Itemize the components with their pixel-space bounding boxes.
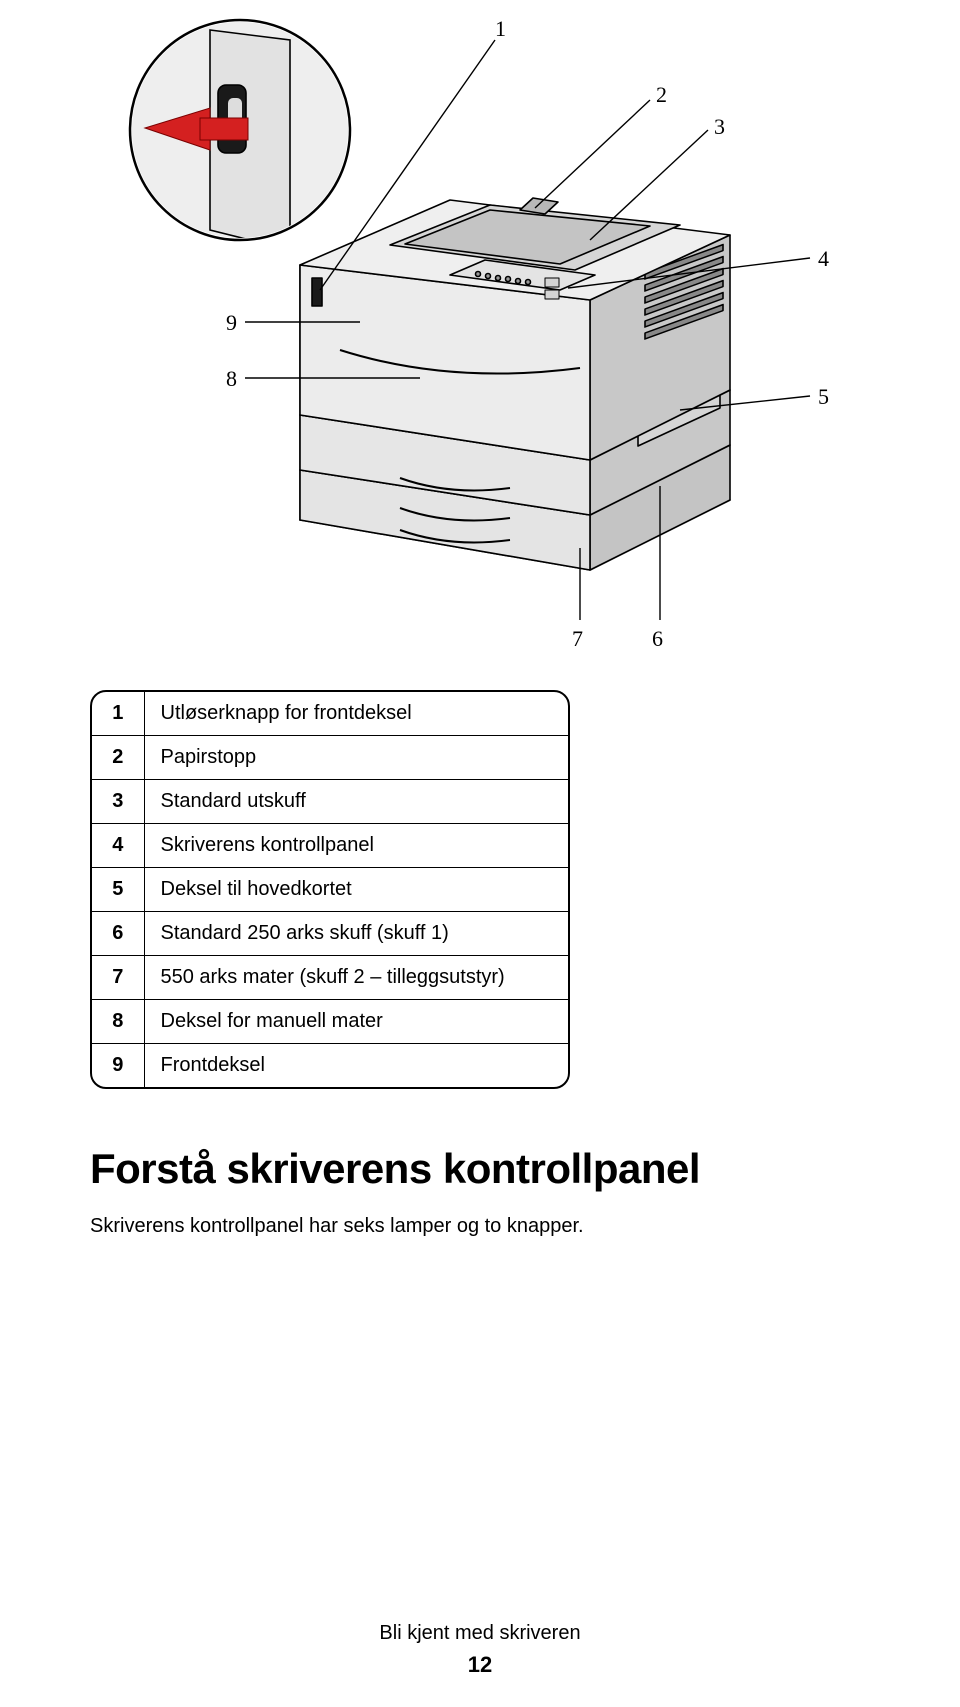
- table-row: 5Deksel til hovedkortet: [92, 868, 568, 912]
- section-heading: Forstå skriverens kontrollpanel: [90, 1145, 870, 1193]
- table-row: 9Frontdeksel: [92, 1044, 568, 1088]
- footer-section: Bli kjent med skriveren: [0, 1618, 960, 1648]
- row-label: Deksel for manuell mater: [144, 1000, 568, 1044]
- table-row: 1Utløserknapp for frontdeksel: [92, 692, 568, 736]
- section-paragraph: Skriverens kontrollpanel har seks lamper…: [90, 1215, 870, 1238]
- callout-3: 3: [714, 114, 725, 140]
- row-label: Skriverens kontrollpanel: [144, 824, 568, 868]
- callout-5: 5: [818, 384, 829, 410]
- table-row: 2Papirstopp: [92, 736, 568, 780]
- callout-6: 6: [652, 626, 663, 652]
- row-num: 6: [92, 912, 144, 956]
- table-row: 6Standard 250 arks skuff (skuff 1): [92, 912, 568, 956]
- footer-page-number: 12: [0, 1648, 960, 1681]
- row-num: 1: [92, 692, 144, 736]
- row-label: Deksel til hovedkortet: [144, 868, 568, 912]
- callout-9: 9: [226, 310, 237, 336]
- row-num: 9: [92, 1044, 144, 1088]
- row-label: Standard utskuff: [144, 780, 568, 824]
- row-num: 7: [92, 956, 144, 1000]
- page-footer: Bli kjent med skriveren 12: [0, 1618, 960, 1681]
- row-label: 550 arks mater (skuff 2 – tilleggsutstyr…: [144, 956, 568, 1000]
- callout-1: 1: [495, 16, 506, 42]
- table-row: 7550 arks mater (skuff 2 – tilleggsutsty…: [92, 956, 568, 1000]
- row-label: Standard 250 arks skuff (skuff 1): [144, 912, 568, 956]
- row-num: 4: [92, 824, 144, 868]
- callout-8: 8: [226, 366, 237, 392]
- printer-diagram: 1 2 3 4 5 6 7 8 9: [90, 0, 870, 680]
- parts-table: 1Utløserknapp for frontdeksel 2Papirstop…: [90, 690, 570, 1089]
- table-row: 3Standard utskuff: [92, 780, 568, 824]
- row-num: 2: [92, 736, 144, 780]
- table-row: 4Skriverens kontrollpanel: [92, 824, 568, 868]
- row-num: 8: [92, 1000, 144, 1044]
- printer-svg: [90, 0, 870, 680]
- row-label: Frontdeksel: [144, 1044, 568, 1088]
- row-label: Papirstopp: [144, 736, 568, 780]
- row-num: 3: [92, 780, 144, 824]
- row-label: Utløserknapp for frontdeksel: [144, 692, 568, 736]
- table-row: 8Deksel for manuell mater: [92, 1000, 568, 1044]
- callout-2: 2: [656, 82, 667, 108]
- callout-4: 4: [818, 246, 829, 272]
- callout-7: 7: [572, 626, 583, 652]
- row-num: 5: [92, 868, 144, 912]
